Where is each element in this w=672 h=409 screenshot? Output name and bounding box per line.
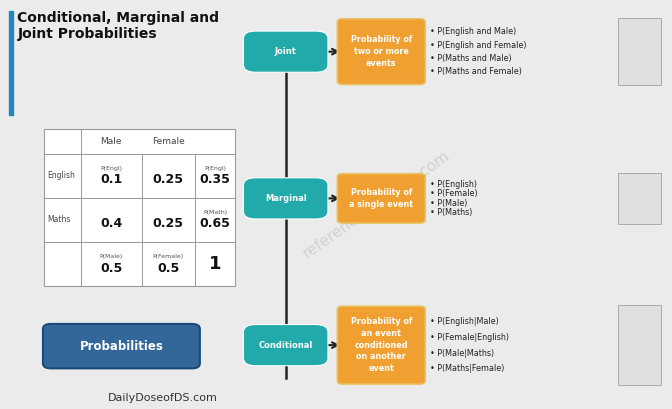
- Text: • P(English and Female): • P(English and Female): [430, 40, 526, 49]
- Text: Probabilities: Probabilities: [79, 339, 163, 353]
- FancyBboxPatch shape: [618, 306, 661, 385]
- FancyBboxPatch shape: [243, 31, 328, 72]
- FancyBboxPatch shape: [337, 174, 425, 223]
- FancyBboxPatch shape: [618, 18, 661, 85]
- Text: Joint: Joint: [275, 47, 296, 56]
- Text: • P(Male): • P(Male): [430, 199, 467, 208]
- Text: Female: Female: [152, 137, 185, 146]
- Text: 0.5: 0.5: [157, 261, 179, 274]
- Text: 0.5: 0.5: [100, 261, 122, 274]
- Text: • P(Male|Maths): • P(Male|Maths): [430, 348, 494, 357]
- Text: • P(Maths|Female): • P(Maths|Female): [430, 364, 504, 373]
- Text: • P(Female): • P(Female): [430, 189, 478, 198]
- Text: 0.25: 0.25: [153, 217, 184, 230]
- Text: P(Female): P(Female): [153, 254, 184, 259]
- Text: P(Math): P(Math): [203, 210, 227, 215]
- Text: • P(Female|English): • P(Female|English): [430, 333, 509, 342]
- Text: 0.35: 0.35: [200, 173, 230, 186]
- Text: Conditional: Conditional: [259, 341, 313, 350]
- Text: P(Male): P(Male): [99, 254, 123, 259]
- Text: Male: Male: [101, 137, 122, 146]
- Text: • P(Maths): • P(Maths): [430, 208, 472, 217]
- Text: Probability of
a single event: Probability of a single event: [349, 188, 413, 209]
- FancyBboxPatch shape: [44, 129, 235, 286]
- Text: Maths: Maths: [48, 215, 71, 224]
- Text: 0.4: 0.4: [100, 217, 122, 230]
- Text: P(Engl): P(Engl): [100, 166, 122, 171]
- FancyBboxPatch shape: [618, 173, 661, 224]
- Text: reference.bymeby.com: reference.bymeby.com: [300, 148, 452, 261]
- Bar: [9, 11, 13, 115]
- Text: Probability of
two or more
events: Probability of two or more events: [351, 35, 412, 68]
- FancyBboxPatch shape: [243, 324, 328, 366]
- Text: Conditional, Marginal and
Joint Probabilities: Conditional, Marginal and Joint Probabil…: [17, 11, 220, 41]
- Text: • P(English): • P(English): [430, 180, 477, 189]
- Text: 0.25: 0.25: [153, 173, 184, 186]
- Text: • P(Maths and Male): • P(Maths and Male): [430, 54, 511, 63]
- Text: • P(English and Male): • P(English and Male): [430, 27, 516, 36]
- Text: 0.65: 0.65: [200, 217, 230, 230]
- Text: English: English: [48, 171, 75, 180]
- Text: • P(Maths and Female): • P(Maths and Female): [430, 67, 521, 76]
- Text: 0.1: 0.1: [100, 173, 122, 186]
- Text: • P(English|Male): • P(English|Male): [430, 317, 499, 326]
- FancyBboxPatch shape: [43, 324, 200, 369]
- Text: P(Engl): P(Engl): [204, 166, 226, 171]
- Text: Probability of
an event
conditioned
on another
event: Probability of an event conditioned on a…: [351, 317, 412, 373]
- Text: 1: 1: [209, 255, 222, 273]
- FancyBboxPatch shape: [337, 19, 425, 85]
- FancyBboxPatch shape: [243, 178, 328, 219]
- Text: Marginal: Marginal: [265, 194, 306, 203]
- FancyBboxPatch shape: [337, 306, 425, 384]
- Text: DailyDoseofDS.com: DailyDoseofDS.com: [108, 393, 218, 403]
